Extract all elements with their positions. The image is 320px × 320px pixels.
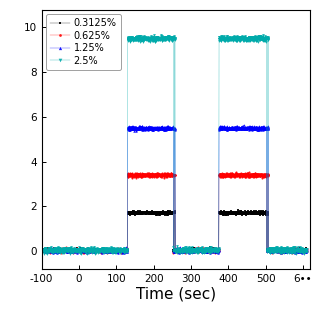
2.5% [267,251,271,254]
Line: 0.625%: 0.625% [43,171,308,254]
0.3125% [42,247,45,251]
0.625% [247,170,251,174]
0.3125% [256,211,260,215]
Line: 0.3125%: 0.3125% [43,209,308,254]
0.625% [188,249,192,253]
0.3125% [305,248,308,252]
2.5% [159,33,163,36]
1.25% [144,126,148,130]
0.3125% [236,208,240,212]
0.3125% [47,248,51,252]
1.25% [242,123,246,127]
Legend: 0.3125%, 0.625%, 1.25%, 2.5%: 0.3125%, 0.625%, 1.25%, 2.5% [46,14,121,69]
0.3125% [277,247,281,251]
1.25% [256,126,260,130]
0.3125% [82,251,86,255]
0.625% [305,249,308,253]
2.5% [42,249,45,253]
0.625% [256,173,260,177]
2.5% [47,248,51,252]
1.25% [42,248,45,252]
0.625% [60,251,63,255]
1.25% [300,251,304,255]
2.5% [188,249,192,253]
0.3125% [267,250,271,253]
2.5% [144,37,148,41]
0.3125% [144,211,148,215]
1.25% [267,249,271,253]
0.625% [277,248,281,252]
0.625% [47,247,51,251]
2.5% [305,250,308,254]
2.5% [277,248,281,252]
0.625% [42,249,45,252]
2.5% [79,252,83,256]
1.25% [188,248,192,252]
1.25% [305,249,308,253]
Line: 1.25%: 1.25% [42,124,308,254]
2.5% [256,35,260,39]
0.625% [267,249,271,252]
0.625% [144,173,148,177]
X-axis label: Time (sec): Time (sec) [136,286,216,301]
Line: 2.5%: 2.5% [42,33,308,255]
0.3125% [188,248,192,252]
1.25% [47,249,51,253]
1.25% [276,247,280,251]
